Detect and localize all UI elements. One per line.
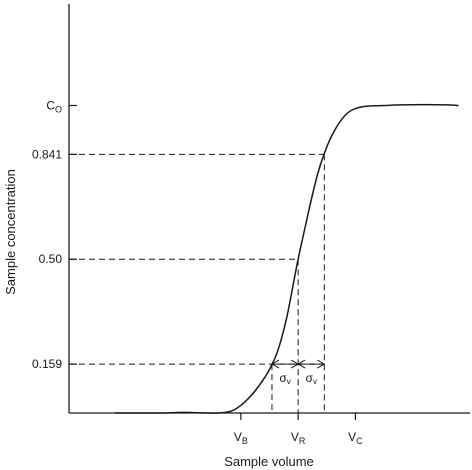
- y-tick-label-0159: 0.159: [32, 357, 62, 371]
- breakthrough-curve: [114, 103, 459, 414]
- x-tick-label-vc: VC: [348, 430, 363, 446]
- x-tick-label-vb: VB: [234, 430, 248, 446]
- y-axis-title: Sample concentration: [3, 169, 18, 295]
- sigma-arrow-right: [297, 359, 326, 369]
- sigma-arrow-head: [297, 359, 306, 369]
- y-tick-label-050: 0.50: [39, 252, 63, 266]
- sigma-label-left: σv: [279, 371, 290, 386]
- sigma-arrow-head: [317, 359, 326, 369]
- x-axis-title: Sample volume: [224, 454, 314, 469]
- sigma-arrow-head: [270, 359, 280, 369]
- sigma-label-right: σv: [306, 371, 317, 386]
- x-tick-label-vr: VR: [291, 430, 306, 446]
- sigma-arrow-left: [270, 359, 300, 369]
- y-tick-label-c0: CO: [46, 98, 62, 114]
- y-tick-label-0841: 0.841: [32, 147, 62, 161]
